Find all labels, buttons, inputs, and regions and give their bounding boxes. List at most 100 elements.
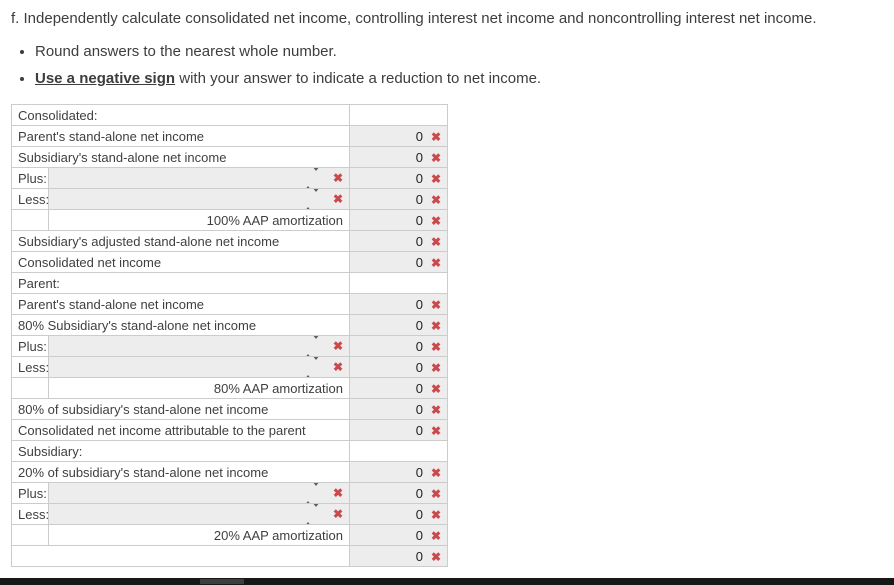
table-row: Subsidiary's adjusted stand-alone net in… (11, 230, 448, 252)
account-select[interactable]: ✖ (48, 167, 350, 189)
incorrect-icon: ✖ (430, 171, 441, 186)
incorrect-icon: ✖ (430, 255, 441, 270)
select-sort-icon (303, 357, 320, 377)
incorrect-icon: ✖ (430, 234, 441, 249)
answer-value: 0 (415, 170, 423, 186)
incorrect-icon: ✖ (430, 402, 441, 417)
answer-input[interactable]: 0 ✖ (349, 419, 448, 441)
answer-value: 0 (415, 338, 423, 354)
answer-input[interactable]: 0 ✖ (349, 335, 448, 357)
table-row: Subsidiary: (11, 440, 448, 462)
account-select[interactable]: ✖ (48, 335, 350, 357)
row-label: Consolidated net income attributable to … (11, 419, 350, 441)
row-label: 20% of subsidiary's stand-alone net inco… (11, 461, 350, 483)
answer-cell-empty (349, 104, 448, 126)
incorrect-icon: ✖ (332, 170, 343, 185)
row-label: Subsidiary's adjusted stand-alone net in… (11, 230, 350, 252)
table-row: 80% AAP amortization 0 ✖ (11, 377, 448, 399)
calculation-table: Consolidated: Parent's stand-alone net in… (11, 104, 448, 567)
account-select[interactable]: ✖ (48, 356, 350, 378)
row-label: Consolidated: (11, 104, 350, 126)
row-label: Parent's stand-alone net income (11, 125, 350, 147)
table-row: 20% AAP amortization 0 ✖ (11, 524, 448, 546)
row-label: Parent: (11, 272, 350, 294)
answer-input[interactable]: 0 ✖ (349, 146, 448, 168)
answer-value: 0 (415, 254, 423, 270)
select-sort-icon (303, 483, 320, 503)
answer-input[interactable]: 0 ✖ (349, 314, 448, 336)
answer-input[interactable]: 0 ✖ (349, 356, 448, 378)
instruction-text: Round answers to the nearest whole numbe… (35, 43, 337, 60)
table-row: Parent's stand-alone net income 0 ✖ (11, 293, 448, 315)
answer-value: 0 (415, 422, 423, 438)
incorrect-icon: ✖ (430, 150, 441, 165)
account-select[interactable]: ✖ (48, 503, 350, 525)
account-select[interactable]: ✖ (48, 188, 350, 210)
answer-input[interactable]: 0 ✖ (349, 503, 448, 525)
answer-value: 0 (415, 212, 423, 228)
answer-cell-empty (349, 272, 448, 294)
answer-input[interactable]: 0 ✖ (349, 167, 448, 189)
incorrect-icon: ✖ (430, 192, 441, 207)
answer-value: 0 (415, 149, 423, 165)
answer-value: 0 (415, 527, 423, 543)
incorrect-icon: ✖ (430, 297, 441, 312)
answer-value: 0 (415, 359, 423, 375)
answer-input[interactable]: 0 ✖ (349, 125, 448, 147)
scrollbar-thumb[interactable] (200, 579, 244, 584)
answer-cell-empty (349, 440, 448, 462)
bottom-scrollbar-track (0, 578, 894, 585)
incorrect-icon: ✖ (332, 338, 343, 353)
answer-input[interactable]: 0 ✖ (349, 251, 448, 273)
incorrect-icon: ✖ (332, 485, 343, 500)
table-row: Subsidiary's stand-alone net income 0 ✖ (11, 146, 448, 168)
answer-input[interactable]: 0 ✖ (349, 377, 448, 399)
row-label: 80% AAP amortization (48, 377, 350, 399)
row-label: Less: (11, 356, 49, 378)
table-row: 80% Subsidiary's stand-alone net income 0… (11, 314, 448, 336)
instruction-item: Use a negative sign with your answer to … (35, 69, 884, 89)
row-label: Consolidated net income (11, 251, 350, 273)
row-label: Plus: (11, 482, 49, 504)
row-label: 80% Subsidiary's stand-alone net income (11, 314, 350, 336)
question-panel: f. Independently calculate consolidated … (0, 0, 894, 567)
answer-value: 0 (415, 233, 423, 249)
incorrect-icon: ✖ (430, 318, 441, 333)
incorrect-icon: ✖ (430, 507, 441, 522)
table-row: Less: ✖ 0 ✖ (11, 356, 448, 378)
table-row: Plus: ✖ 0 ✖ (11, 167, 448, 189)
table-row: Less: ✖ 0 ✖ (11, 503, 448, 525)
select-sort-icon (303, 504, 320, 524)
row-label: Subsidiary's stand-alone net income (11, 146, 350, 168)
row-label (11, 377, 49, 399)
answer-input[interactable]: 0 ✖ (349, 230, 448, 252)
incorrect-icon: ✖ (430, 423, 441, 438)
incorrect-icon: ✖ (430, 549, 441, 564)
answer-input[interactable]: 0 ✖ (349, 482, 448, 504)
table-row: 0 ✖ (11, 545, 448, 567)
answer-input[interactable]: 0 ✖ (349, 209, 448, 231)
answer-value: 0 (415, 128, 423, 144)
answer-input[interactable]: 0 ✖ (349, 461, 448, 483)
answer-input[interactable]: 0 ✖ (349, 293, 448, 315)
answer-input[interactable]: 0 ✖ (349, 524, 448, 546)
incorrect-icon: ✖ (430, 339, 441, 354)
answer-value: 0 (415, 506, 423, 522)
table-row: Parent's stand-alone net income 0 ✖ (11, 125, 448, 147)
incorrect-icon: ✖ (430, 528, 441, 543)
row-label: Plus: (11, 335, 49, 357)
row-label: Plus: (11, 167, 49, 189)
select-sort-icon (303, 168, 320, 188)
row-label (11, 545, 350, 567)
table-row: Less: ✖ 0 ✖ (11, 188, 448, 210)
answer-input[interactable]: 0 ✖ (349, 188, 448, 210)
incorrect-icon: ✖ (430, 465, 441, 480)
row-label (11, 209, 49, 231)
answer-input[interactable]: 0 ✖ (349, 545, 448, 567)
answer-input[interactable]: 0 ✖ (349, 398, 448, 420)
row-label: Less: (11, 188, 49, 210)
incorrect-icon: ✖ (332, 506, 343, 521)
table-row: 20% of subsidiary's stand-alone net inco… (11, 461, 448, 483)
account-select[interactable]: ✖ (48, 482, 350, 504)
incorrect-icon: ✖ (430, 213, 441, 228)
